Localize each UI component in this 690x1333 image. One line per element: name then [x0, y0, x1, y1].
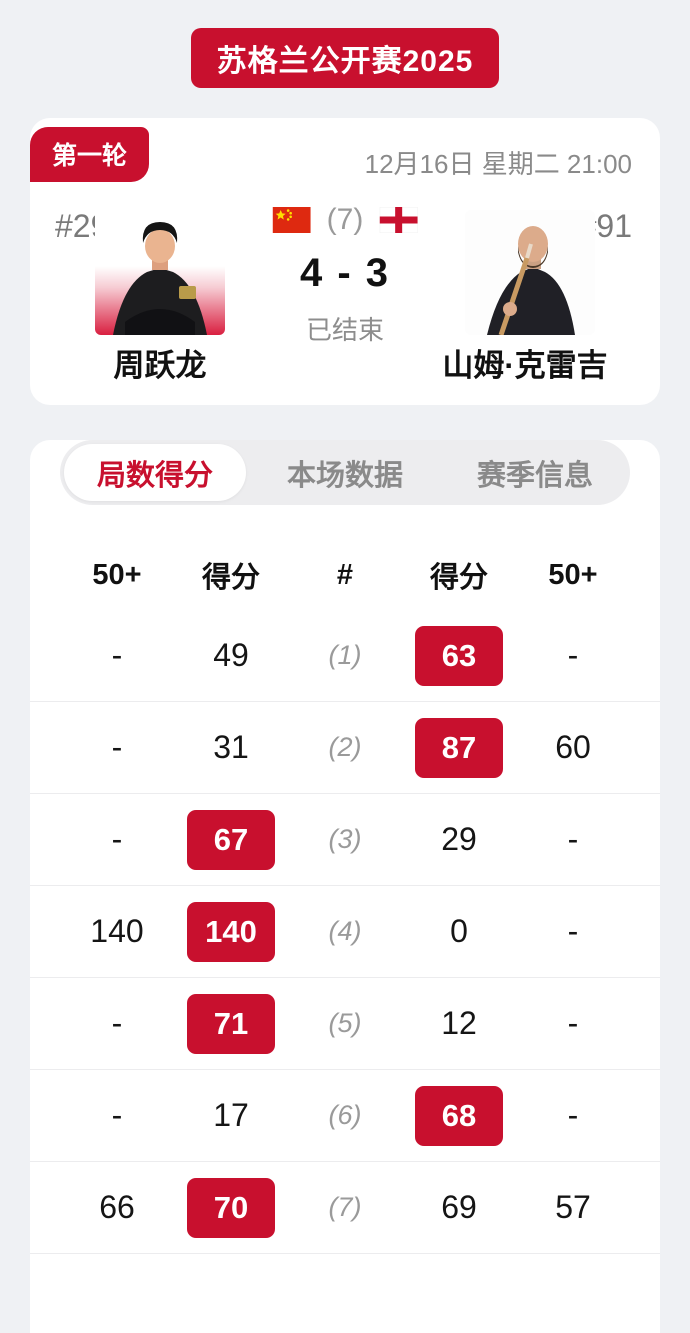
- tab-season-info[interactable]: 赛季信息: [444, 444, 626, 501]
- p1-break-cell: -: [111, 637, 123, 673]
- frame-number-cell: (2): [328, 732, 362, 762]
- frames-table-header: 50+ 得分 # 得分 50+: [30, 540, 660, 610]
- header-p2-break: 50+: [548, 558, 598, 591]
- frame-number-cell: (7): [328, 1192, 362, 1222]
- p2-break-cell: -: [567, 1097, 579, 1133]
- player2-photo[interactable]: [465, 210, 595, 335]
- tab-match-stats-label: 本场数据: [286, 459, 403, 492]
- p1-score-cell: 31: [213, 729, 249, 765]
- flags-row: (7): [272, 203, 418, 237]
- p1-break-cell: -: [111, 821, 123, 857]
- match-status: 已结束: [305, 315, 385, 345]
- p2-score-cell: 63: [415, 625, 503, 686]
- frame-row: 140 140 (4) 0 -: [30, 886, 660, 978]
- frame-number-cell: (4): [328, 916, 362, 946]
- p2-break-cell: 60: [555, 729, 591, 765]
- p2-score-cell: 12: [441, 1005, 477, 1041]
- frame-row: 66 70 (7) 69 57: [30, 1162, 660, 1254]
- header-p2-score: 得分: [429, 562, 488, 594]
- frame-number-cell: (3): [328, 824, 362, 854]
- player2-silhouette-icon: [487, 226, 575, 335]
- match-card: 第一轮 12月16日 星期二 21:00 #29 #91 周跃龙 山姆·克雷吉: [30, 118, 660, 405]
- round-badge: 第一轮: [30, 127, 150, 182]
- round-label: 第一轮: [52, 142, 128, 170]
- frame-number-cell: (6): [328, 1100, 362, 1130]
- frames-card: 局数得分 本场数据 赛季信息 50+ 得分 # 得分 50+ - 49 (1) …: [30, 440, 660, 1333]
- header-p1-break: 50+: [92, 558, 142, 591]
- tournament-title: 苏格兰公开赛2025: [216, 45, 474, 78]
- tabs-container: 局数得分 本场数据 赛季信息: [60, 440, 630, 505]
- p2-score-cell: 68: [415, 1085, 503, 1146]
- header-p1-score: 得分: [201, 562, 260, 594]
- p1-break-cell: 66: [99, 1189, 135, 1225]
- frame-row: - 71 (5) 12 -: [30, 978, 660, 1070]
- player1-silhouette-icon: [113, 222, 207, 335]
- p1-break-cell: -: [111, 729, 123, 765]
- frame-row: - 17 (6) 68 -: [30, 1070, 660, 1162]
- best-of-label: (7): [326, 203, 364, 236]
- player1-name[interactable]: 周跃龙: [113, 348, 207, 383]
- china-flag-icon: [272, 207, 311, 233]
- p1-score-cell: 140: [187, 901, 275, 962]
- p2-break-cell: 57: [555, 1189, 591, 1225]
- p2-break-cell: -: [567, 1005, 579, 1041]
- frame-number-cell: (5): [328, 1008, 362, 1038]
- frame-row: - 49 (1) 63 -: [30, 610, 660, 702]
- p1-score-cell: 17: [213, 1097, 249, 1133]
- player1-photo[interactable]: [95, 210, 225, 335]
- tournament-banner: 苏格兰公开赛2025: [190, 28, 500, 88]
- tab-season-info-label: 赛季信息: [476, 459, 593, 492]
- p2-break-cell: -: [567, 913, 579, 949]
- match-center: (7) 4 - 3 已结束: [272, 203, 418, 347]
- frames-table-body: - 49 (1) 63 - - 31 (2) 87 60 - 67 (3) 29…: [30, 610, 660, 1254]
- p1-score-cell: 67: [187, 809, 275, 870]
- p2-break-cell: -: [567, 821, 579, 857]
- frame-row: - 31 (2) 87 60: [30, 702, 660, 794]
- p1-break-cell: 140: [90, 913, 144, 949]
- p1-score-cell: 49: [213, 637, 249, 673]
- p2-break-cell: -: [567, 637, 579, 673]
- p1-break-cell: -: [111, 1097, 123, 1133]
- frame-number-cell: (1): [328, 640, 362, 670]
- tab-match-stats[interactable]: 本场数据: [254, 444, 436, 501]
- p2-score-cell: 87: [415, 717, 503, 778]
- p2-score-cell: 0: [450, 913, 468, 949]
- p1-score-cell: 70: [187, 1177, 275, 1238]
- p1-break-cell: -: [111, 1005, 123, 1041]
- p1-score-cell: 71: [187, 993, 275, 1054]
- frame-row: - 67 (3) 29 -: [30, 794, 660, 886]
- p2-score-cell: 29: [441, 821, 477, 857]
- header-frame-number: #: [336, 558, 354, 591]
- match-datetime: 12月16日 星期二 21:00: [364, 149, 632, 179]
- p2-score-cell: 69: [441, 1189, 477, 1225]
- england-flag-icon: [379, 207, 418, 233]
- match-score: 4 - 3: [299, 251, 391, 295]
- player2-name[interactable]: 山姆·克雷吉: [442, 348, 608, 383]
- tab-frame-scores-label: 局数得分: [96, 459, 213, 492]
- tab-frame-scores[interactable]: 局数得分: [64, 444, 246, 501]
